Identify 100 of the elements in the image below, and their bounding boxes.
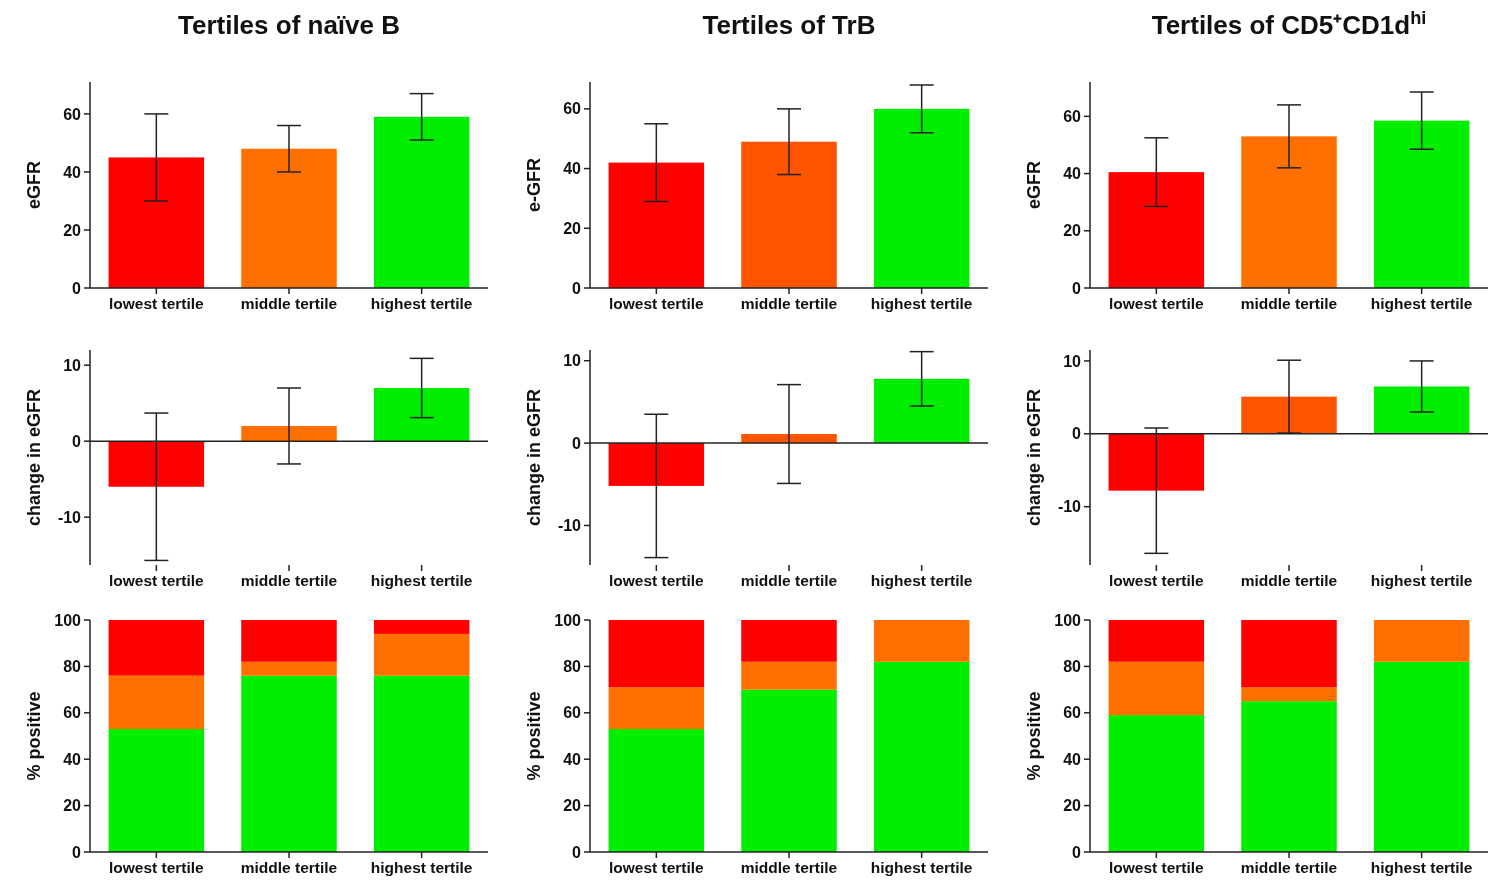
y-tick-label: 100 [54,611,82,629]
x-tick-label: highest tertile [870,572,973,589]
y-tick-label: 0 [72,432,82,450]
y-tick-label: 20 [1063,222,1082,240]
bar [741,141,837,288]
x-tick-label: lowest tertile [1108,295,1205,312]
x-tick-label: middle tertile [740,572,838,589]
x-tick-label: highest tertile [370,572,473,589]
y-tick-label: 20 [63,221,82,239]
y-tick-label: 0 [1072,425,1082,443]
bar [241,148,337,288]
y-tick-label: 40 [563,160,582,178]
y-tick-label: 10 [63,356,82,374]
x-tick-label: highest tertile [1370,572,1473,589]
y-tick-label: 0 [572,279,582,297]
y-tick-label: 60 [1063,107,1082,125]
bar [1241,396,1337,434]
y-axis-title: % positive [524,691,544,781]
y-tick-label: 10 [563,352,582,370]
y-tick-label: 0 [572,434,582,452]
y-axis-title: eGFR [24,160,44,210]
y-tick-label: 0 [72,279,82,297]
bar [1241,701,1337,852]
y-axis-title: % positive [24,691,44,781]
bar [1108,172,1205,288]
y-tick-label: 60 [63,704,82,722]
y-tick-label: 40 [563,750,582,768]
bar [741,661,837,690]
bar [1108,620,1205,662]
bar [241,620,337,662]
bar [1108,661,1205,716]
y-tick-label: 20 [563,219,582,237]
bar [1241,687,1337,702]
bar [373,633,470,676]
bar [608,620,705,688]
y-tick-label: 0 [1072,279,1082,297]
y-tick-label: 80 [63,658,82,675]
y-tick-label: -10 [1057,498,1082,516]
bar [1241,620,1337,688]
bar [608,162,705,288]
bar [108,729,205,852]
bar [1241,136,1337,288]
bar [373,116,470,288]
bar [373,620,470,634]
x-tick-label: middle tertile [1240,295,1338,312]
y-tick-label: 20 [1063,797,1082,815]
y-tick-label: 60 [563,100,582,118]
y-tick-label: 80 [563,658,582,675]
bar [608,443,705,486]
y-tick-label: 80 [1063,658,1082,675]
chart-title: Tertiles of CD5⁺CD1d$^{hi}$ [1151,8,1427,40]
y-axis-title: change in eGFR [524,388,544,527]
y-axis-title: change in eGFR [24,388,44,527]
y-tick-label: 20 [63,797,82,815]
bar [873,378,970,444]
x-tick-label: lowest tertile [108,572,205,589]
x-tick-label: lowest tertile [108,295,205,312]
x-tick-label: middle tertile [240,295,338,312]
x-tick-label: highest tertile [370,859,473,876]
bar [741,620,837,662]
y-axis-title: change in eGFR [1024,388,1044,527]
y-tick-label: 0 [72,843,82,861]
chart-title: Tertiles of naïve B [177,10,401,40]
bar [241,675,337,852]
bar [1373,386,1470,434]
y-tick-label: 40 [1063,750,1082,768]
bar [108,675,205,730]
y-tick-label: -10 [557,517,582,535]
bar [741,689,837,852]
bar [608,687,705,730]
bar [241,425,337,442]
bar [1373,620,1470,662]
x-tick-label: lowest tertile [1108,572,1205,589]
bar [1373,661,1470,852]
y-tick-label: 40 [63,750,82,768]
x-tick-label: highest tertile [1370,859,1473,876]
x-tick-label: highest tertile [870,295,973,312]
bar [108,157,205,288]
x-tick-label: middle tertile [1240,859,1338,876]
x-tick-label: lowest tertile [108,859,205,876]
bar [241,661,337,676]
bar [1108,433,1205,491]
bar [108,620,205,676]
bar [873,620,970,662]
x-tick-label: highest tertile [1370,295,1473,312]
x-tick-label: middle tertile [240,572,338,589]
y-tick-label: 100 [554,611,582,629]
y-tick-label: 10 [1063,352,1082,370]
x-tick-label: lowest tertile [608,572,705,589]
bar [1108,715,1205,852]
y-tick-label: 60 [563,704,582,722]
y-axis-title: % positive [1024,691,1044,781]
bar [373,675,470,852]
bar [873,661,970,852]
y-tick-label: 20 [563,797,582,815]
x-tick-label: middle tertile [1240,572,1338,589]
y-axis-title: e-GFR [524,158,544,212]
y-tick-label: 0 [1072,843,1082,861]
y-tick-label: 60 [1063,704,1082,722]
bar [873,108,970,288]
